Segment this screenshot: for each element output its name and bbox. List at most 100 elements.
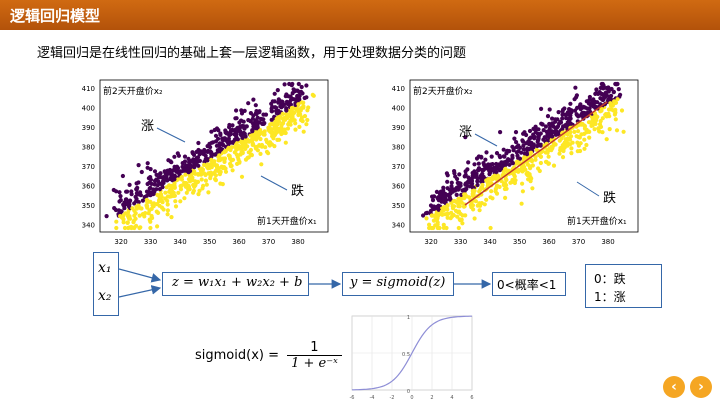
scatter-point <box>310 92 315 97</box>
scatter-point <box>582 126 588 131</box>
scatter-point <box>296 81 301 87</box>
x-axis-label: 前1天开盘价x₁ <box>257 215 317 227</box>
scatter-point <box>531 126 536 131</box>
scatter-point <box>538 160 543 166</box>
y-tick-label: 370 <box>82 163 95 171</box>
y-tick-label: 370 <box>392 163 405 171</box>
scatter-point <box>134 223 139 228</box>
scatter-point <box>560 146 565 151</box>
scatter-point <box>488 176 493 181</box>
scatter-point <box>166 170 171 175</box>
scatter-point <box>244 139 249 145</box>
prev-button[interactable]: ‹ <box>663 376 685 398</box>
y-tick-label: 400 <box>392 105 405 113</box>
scatter-point <box>269 130 274 136</box>
scatter-point <box>216 136 221 141</box>
scatter-point <box>458 211 463 216</box>
y-tick-label: 0 <box>407 389 410 395</box>
scatter-point <box>285 126 291 131</box>
scatter-point <box>188 176 193 181</box>
scatter-point <box>235 155 240 160</box>
scatter-point <box>553 132 558 137</box>
scatter-point <box>191 188 196 193</box>
scatter-point <box>503 195 508 200</box>
scatter-point <box>222 157 227 162</box>
scatter-point <box>514 140 519 145</box>
scatter-point <box>572 129 577 134</box>
scatter-point <box>289 83 294 88</box>
scatter-point <box>497 167 502 172</box>
scatter-point <box>254 109 259 114</box>
scatter-point <box>606 111 611 116</box>
x-tick-label: -4 <box>370 395 375 401</box>
scatter-point <box>487 172 492 177</box>
scatter-point <box>464 186 469 192</box>
scatter-point <box>233 127 238 132</box>
scatter-point <box>444 171 449 176</box>
scatter-point <box>234 146 239 151</box>
scatter-point <box>451 199 456 204</box>
scatter-point <box>136 192 141 197</box>
scatter-point <box>521 143 526 148</box>
scatter-point <box>293 121 298 126</box>
scatter-point <box>606 107 612 112</box>
scatter-point <box>547 126 552 131</box>
scatter-point <box>481 161 486 166</box>
scatter-point <box>457 181 462 186</box>
scatter-point <box>260 121 265 126</box>
scatter-point <box>167 194 172 199</box>
scatter-point <box>578 148 583 154</box>
scatter-point <box>157 198 162 203</box>
scatter-point <box>235 137 240 142</box>
scatter-point <box>441 222 446 227</box>
scatter-point <box>490 196 495 201</box>
scatter-point <box>587 135 592 140</box>
next-button[interactable]: › <box>690 376 712 398</box>
scatter-point <box>129 224 134 230</box>
scatter-point <box>223 169 229 174</box>
scatter-point <box>243 157 249 162</box>
fall-arrow <box>260 175 288 191</box>
scatter-point <box>597 129 602 134</box>
scatter-point <box>272 144 277 149</box>
y-tick-labels: 410 400 390 380 370 360 350 340 <box>82 85 95 230</box>
scatter-point <box>470 193 476 198</box>
y-tick-label: 0.5 <box>402 352 410 358</box>
scatter-point <box>438 192 443 197</box>
class-legend-fall: 0：跌 <box>594 272 626 286</box>
scatter-point <box>572 97 577 102</box>
scatter-point <box>213 152 218 157</box>
scatter-point <box>565 112 570 117</box>
scatter-point <box>454 192 459 197</box>
scatter-point <box>296 102 301 107</box>
scatter-point <box>183 172 188 177</box>
scatter-point <box>504 177 509 182</box>
scatter-point <box>512 136 517 141</box>
sigmoid-curve <box>352 315 472 391</box>
scatter-point <box>212 127 217 133</box>
scatter-point <box>447 195 452 200</box>
scatter-point <box>171 168 176 173</box>
scatter-point <box>436 207 441 212</box>
scatter-point <box>288 110 293 115</box>
x-tick-label: 340 <box>483 238 496 246</box>
scatter-point <box>239 139 244 144</box>
scatter-point <box>253 126 258 131</box>
y-tick-label: 380 <box>82 144 95 152</box>
scatter-point <box>152 178 158 183</box>
x-tick-labels: 320 330 340 350 360 370 380 <box>114 238 304 246</box>
scatter-point <box>300 91 305 96</box>
scatter-point <box>259 142 265 148</box>
scatter-plot-left: 410 400 390 380 370 360 350 340 320 330 340 350 360… <box>82 79 329 246</box>
scatter-point <box>621 129 626 134</box>
scatter-point <box>533 157 538 162</box>
scatter-point <box>587 97 592 102</box>
scatter-point <box>137 213 142 218</box>
scatter-point <box>169 215 174 220</box>
scatter-point <box>576 114 581 119</box>
scatter-point <box>134 181 139 186</box>
scatter-point <box>512 180 517 186</box>
scatter-point <box>480 179 486 184</box>
scatter-point <box>133 211 138 216</box>
scatter-point <box>429 213 435 218</box>
